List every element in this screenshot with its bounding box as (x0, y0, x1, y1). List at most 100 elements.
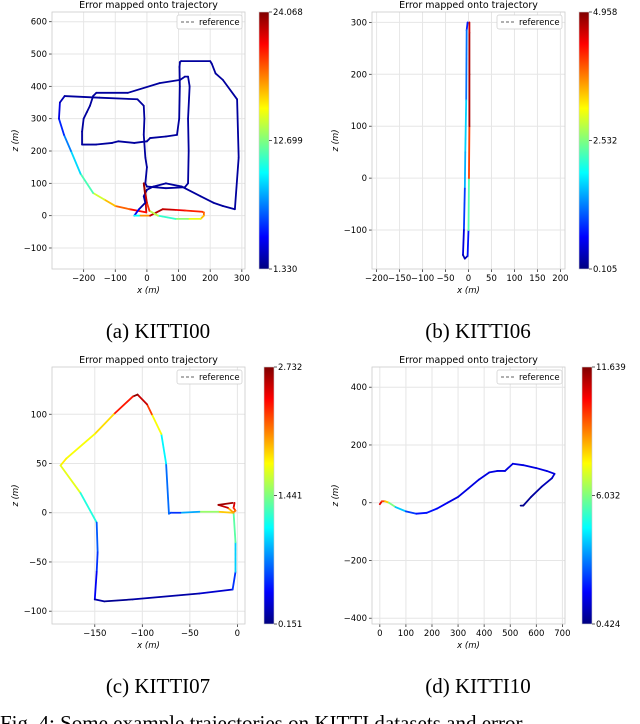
trajectory-segment (187, 85, 191, 120)
trajectory-segment (142, 133, 147, 159)
x-tick-label: 200 (202, 274, 218, 284)
trajectory-segment (157, 214, 177, 220)
colorbar (582, 367, 592, 624)
x-tick-label: −200 (365, 274, 388, 284)
trajectory-segment (187, 75, 191, 88)
trajectory-segment (198, 588, 234, 595)
caption-kitti07: (c) KITTI07 (106, 674, 210, 698)
colorbar-label: 1.330 (273, 265, 297, 275)
trajectory-segment (405, 510, 418, 515)
colorbar (579, 12, 589, 269)
y-tick-label: −100 (344, 226, 367, 236)
trajectory-segment (158, 78, 182, 85)
trajectory-segment (464, 99, 468, 154)
axes-frame (51, 11, 246, 270)
trajectory-segment (221, 78, 238, 101)
caption-kitti10: (d) KITTI10 (425, 674, 531, 698)
x-tick-label: 150 (529, 274, 545, 284)
x-tick-label: −150 (83, 629, 106, 639)
trajectory-segment (199, 195, 215, 204)
trajectory-segment (79, 492, 98, 524)
legend-label: reference (519, 18, 560, 28)
plot-title: Error mapped onto trajectory (399, 0, 538, 11)
plot-title: Error mapped onto trajectory (79, 0, 218, 11)
trajectory-segment (180, 185, 202, 198)
x-tick-label: 50 (486, 274, 497, 284)
y-tick-label: 200 (351, 441, 367, 451)
trajectory-segment (149, 135, 167, 139)
y-tick-label: 100 (31, 179, 47, 189)
trajectory-segment (93, 413, 115, 435)
x-tick-label: 100 (506, 274, 522, 284)
y-tick-label: 0 (362, 174, 367, 184)
colorbar-label: 12.699 (273, 137, 303, 147)
trajectory-segment (212, 201, 224, 207)
y-axis-label: z (m) (11, 129, 21, 152)
legend-label: reference (199, 18, 240, 28)
y-tick-label: 400 (31, 82, 47, 92)
x-tick-label: −100 (131, 629, 154, 639)
colorbar (264, 367, 274, 624)
trajectory-segment (103, 198, 117, 207)
trajectory-segment (142, 195, 147, 204)
trajectory-segment (463, 187, 466, 231)
trajectory-segment (136, 98, 145, 107)
plot-title: Error mapped onto trajectory (79, 355, 218, 366)
trajectory-segment (70, 150, 82, 175)
plot-title: Error mapped onto trajectory (399, 355, 538, 366)
trajectory-segment (165, 133, 178, 138)
trajectory-segment (59, 464, 82, 494)
legend-box (176, 369, 243, 385)
colorbar-label: 2.532 (593, 137, 617, 147)
trajectory-segment (95, 521, 99, 554)
colorbar-label: 1.441 (278, 492, 302, 502)
trajectory-segment (466, 229, 470, 257)
y-tick-label: 50 (36, 459, 47, 469)
trajectory-segment (59, 457, 68, 467)
y-tick-label: 300 (351, 18, 367, 28)
trajectory-segment (114, 205, 131, 211)
trajectory-segment (142, 117, 146, 136)
trajectory-segment (111, 140, 120, 144)
trajectory-segment (136, 393, 148, 406)
trajectory-segment (58, 117, 65, 136)
trajectory-segment (146, 185, 167, 190)
x-axis-label: x (m) (456, 641, 480, 651)
colorbar-label: 24.068 (273, 8, 303, 18)
trajectory-segment (436, 501, 449, 510)
trajectory-segment (221, 205, 236, 211)
trajectory-segment (142, 182, 147, 194)
trajectory-segment (65, 433, 96, 460)
trajectory-segment (545, 470, 556, 475)
trajectory-segment (462, 229, 465, 256)
x-axis-label: x (m) (136, 286, 160, 296)
trajectory-segment (155, 208, 164, 214)
caption-kitti00: (a) KITTI00 (106, 319, 210, 343)
trajectory-segment (178, 85, 181, 120)
trajectory-segment (488, 470, 499, 474)
y-tick-label: 100 (351, 122, 367, 132)
trajectory-segment (149, 211, 158, 217)
x-tick-label: 200 (424, 629, 440, 639)
x-tick-label: −50 (437, 274, 455, 284)
trajectory-segment (144, 192, 148, 204)
trajectory-segment (457, 487, 470, 498)
trajectory-segment (146, 201, 151, 212)
trajectory-segment (388, 501, 397, 508)
trajectory-segment (522, 496, 532, 507)
y-tick-label: 0 (42, 212, 47, 222)
trajectory-segment (148, 209, 159, 217)
y-tick-label: −100 (24, 607, 47, 617)
trajectory-segment (174, 208, 186, 212)
trajectory-segment (232, 511, 237, 544)
x-tick-label: 200 (552, 274, 568, 284)
trajectory-segment (187, 117, 190, 152)
trajectory-segment (465, 21, 469, 32)
colorbar-label: 0.424 (596, 620, 620, 630)
trajectory-segment (214, 72, 224, 81)
y-tick-label: −100 (24, 244, 47, 254)
trajectory-segment (95, 142, 114, 146)
y-axis-label: z (m) (11, 484, 21, 507)
trajectory-segment (161, 208, 177, 211)
